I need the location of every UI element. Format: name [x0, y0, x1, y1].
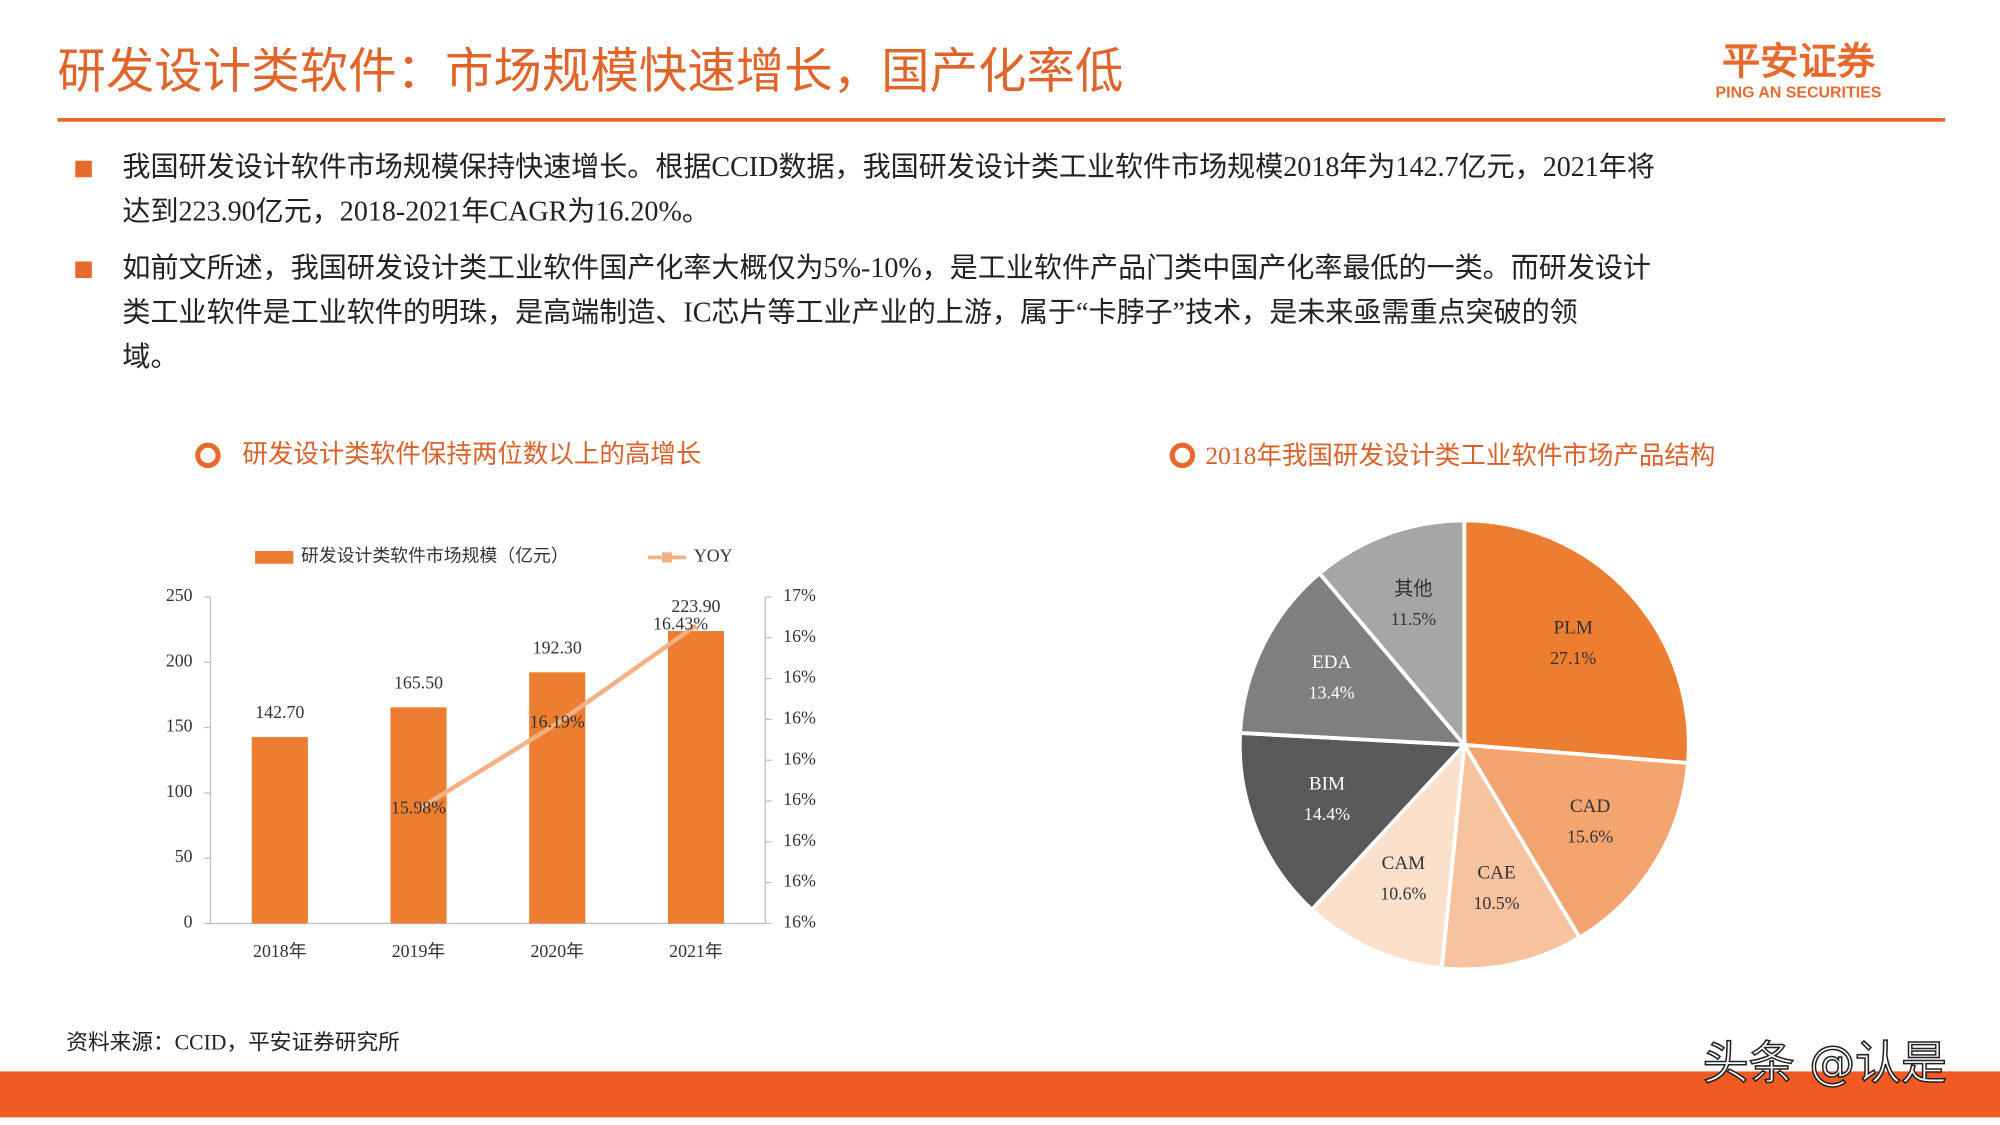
- pie-value-label: 14.4%: [1304, 804, 1350, 824]
- y2-tick-label: 16%: [783, 667, 816, 687]
- bullet-text: 我国研发设计软件市场规模保持快速增长。根据CCID数据，我国研发设计类工业软件市…: [122, 151, 1654, 183]
- pie-category: BIM: [1309, 774, 1345, 795]
- pie-slice: [1460, 742, 1691, 941]
- bullet-square: [75, 261, 92, 279]
- chart-title: 研发设计类软件保持两位数以上的高增长: [242, 439, 701, 468]
- pie-category: 其他: [1394, 578, 1432, 600]
- legend-swatch: [255, 551, 294, 564]
- y-tick-label: 200: [166, 650, 193, 670]
- bar: [667, 631, 725, 924]
- x-tick-label: 2021年: [669, 941, 723, 961]
- bullet-square: [75, 160, 92, 178]
- charts: 研发设计类软件保持两位数以上的高增长 0 50 100 150 200 250 16% 16% 1…: [166, 439, 1715, 972]
- y-tick-label: 100: [166, 781, 193, 801]
- y2-tick-label: 17%: [783, 585, 816, 605]
- y2-tick-label: 16%: [783, 830, 816, 850]
- bar-label: 142.70: [255, 702, 304, 722]
- bar-label: 192.30: [533, 637, 582, 657]
- pie-value-label: 10.6%: [1380, 883, 1426, 903]
- bullet-text: 类工业软件是工业软件的明珠，是高端制造、IC芯片等工业产业的上游，属于“卡脖子”…: [122, 296, 1577, 328]
- x-tick-label: 2018年: [253, 941, 307, 961]
- watermark: 头条 @认是: [1703, 1036, 1947, 1090]
- y-tick-label: 250: [166, 585, 193, 605]
- title-marker: [1169, 442, 1196, 469]
- source: 资料来源：CCID，平安证券研究所: [66, 1031, 400, 1055]
- bullet-text: 达到223.90亿元，2018-2021年CAGR为16.20%。: [122, 196, 709, 228]
- bullet-text: 域。: [122, 341, 178, 373]
- y2-tick-label: 16%: [783, 871, 816, 891]
- pie-category: CAE: [1477, 863, 1515, 884]
- y-tick-label: 0: [184, 912, 193, 932]
- chart-title: 2018年我国研发设计类工业软件市场产品结构: [1205, 441, 1715, 470]
- pie-slice: [1237, 730, 1469, 913]
- logo: 平安证券: [1722, 39, 1876, 84]
- pie-category: PLM: [1554, 618, 1593, 639]
- line-label: 16.19%: [530, 712, 585, 732]
- y2-tick-label: 16%: [783, 912, 816, 932]
- y2-tick-label: 16%: [783, 789, 816, 809]
- pie-category: EDA: [1312, 652, 1351, 673]
- pie-value-label: 13.4%: [1309, 682, 1355, 702]
- line-label: 16.43%: [653, 614, 708, 634]
- pie-value-label: 10.5%: [1473, 893, 1519, 913]
- pie-slice: [1309, 739, 1467, 971]
- legend-marker: [661, 552, 673, 563]
- bar: [390, 707, 447, 924]
- bullet-text: 如前文所述，我国研发设计类工业软件国产化率大概仅为5%-10%，是工业软件产品门…: [122, 252, 1651, 284]
- footer-bar: [0, 1071, 2000, 1118]
- pie-slice: [1238, 570, 1469, 748]
- pie-category: CAM: [1382, 853, 1426, 874]
- y-tick-label: 50: [175, 846, 193, 866]
- page-title: 研发设计类软件：市场规模快速增长，国产化率低: [57, 46, 1123, 99]
- bar-label: 165.50: [394, 672, 443, 692]
- line-label: 15.98%: [391, 797, 446, 817]
- legend-label: YOY: [694, 545, 733, 565]
- x-tick-label: 2019年: [392, 941, 446, 961]
- pie-slice: [1316, 518, 1467, 751]
- y2-tick-label: 16%: [783, 626, 816, 646]
- logo-sub: PING AN SECURITIES: [1716, 84, 1882, 101]
- legend-label: 研发设计类软件市场规模（亿元）: [301, 545, 569, 565]
- bullets: 我国研发设计软件市场规模保持快速增长。根据CCID数据，我国研发设计类工业软件市…: [75, 151, 1655, 373]
- y2-tick-label: 16%: [783, 748, 816, 768]
- pie-slice: [1462, 518, 1691, 766]
- title-marker: [195, 442, 221, 469]
- y2-tick-label: 16%: [783, 707, 816, 727]
- x-tick-label: 2020年: [530, 941, 584, 961]
- pie-slice: [1439, 738, 1583, 972]
- line: [417, 623, 698, 812]
- bar: [251, 737, 308, 924]
- pie-value-label: 15.6%: [1567, 827, 1613, 847]
- bar-label: 223.90: [671, 596, 720, 616]
- pie-value-label: 27.1%: [1550, 648, 1596, 668]
- bar: [529, 672, 586, 924]
- pie-category: CAD: [1570, 796, 1611, 817]
- pie-value-label: 11.5%: [1391, 609, 1437, 629]
- y-tick-label: 150: [166, 716, 193, 736]
